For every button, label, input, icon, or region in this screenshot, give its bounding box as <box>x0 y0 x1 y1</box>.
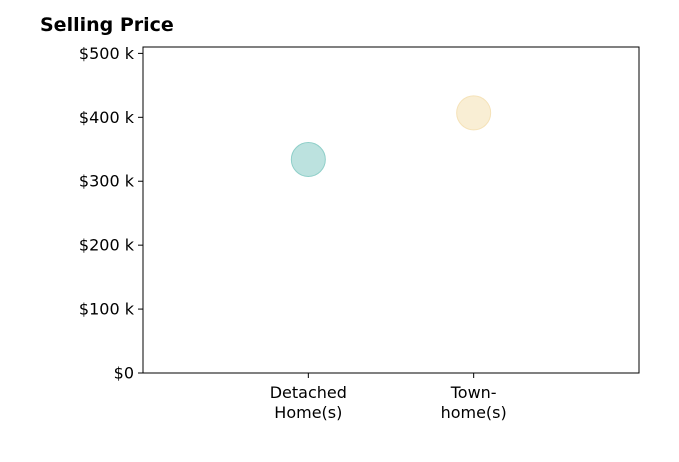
y-tick-label: $500 k <box>79 44 135 63</box>
data-point <box>456 95 492 131</box>
x-axis: Detached Home(s) Town-home(s) <box>270 373 507 422</box>
x-tick-label: Town-home(s) <box>441 383 507 422</box>
chart-title: Selling Price <box>40 14 174 36</box>
y-tick-label: $100 k <box>79 300 135 319</box>
y-tick-label: $400 k <box>79 108 135 127</box>
x-tick-label: Detached Home(s) <box>270 383 347 422</box>
data-point <box>290 142 326 178</box>
plot-frame <box>142 46 640 374</box>
y-tick-label: $200 k <box>79 236 135 255</box>
y-tick-label: $0 <box>114 364 134 383</box>
y-axis: $0 $100 k $200 k $300 k $400 k $500 k <box>79 44 143 383</box>
data-points <box>290 95 492 178</box>
y-tick-label: $300 k <box>79 172 135 191</box>
